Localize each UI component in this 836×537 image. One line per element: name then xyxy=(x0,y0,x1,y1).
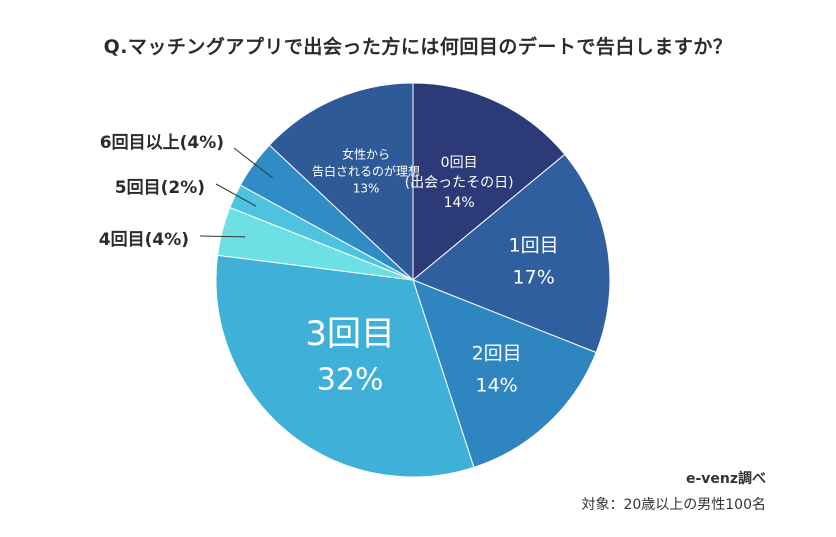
slice-label-1-0: 1回目 xyxy=(509,235,559,257)
chart-title: Q.マッチングアプリで出会った方には何回目のデートで告白しますか？ xyxy=(103,36,733,58)
slice-outside-label-6: 6回目以上(4%) xyxy=(100,133,224,153)
leader-line-4 xyxy=(199,235,246,238)
slice-label-7-0: 女性から xyxy=(342,147,390,162)
slice-label-0-1: (出会ったその日) xyxy=(405,175,514,191)
survey-target-note: 対象：20歳以上の男性100名 xyxy=(581,497,766,513)
source-credit: e-venz調べ xyxy=(685,471,766,487)
leader-line-6 xyxy=(233,147,274,179)
slice-label-0-0: 0回目 xyxy=(441,155,478,171)
slice-label-3-0: 3回目 xyxy=(305,314,395,354)
slice-pct-label-7: 13% xyxy=(353,182,380,196)
slice-pct-label-3: 32% xyxy=(317,362,384,397)
pie-slice-1 xyxy=(412,153,611,354)
slice-labels: 0回目 (出会ったその日) 14% 1回目 17% 2回目 14% 3回目 32% 4回目(4%)… xyxy=(99,133,559,397)
slice-label-2-0: 2回目 xyxy=(472,343,522,365)
pie-slice-3 xyxy=(215,254,475,478)
pie-slice-0 xyxy=(412,82,566,282)
pie-slice-7 xyxy=(268,82,414,282)
slice-pct-label-1: 17% xyxy=(513,267,555,289)
slice-pct-label-2: 14% xyxy=(475,375,517,397)
leader-line-5 xyxy=(215,183,257,207)
slice-label-7-1: 告白されるのが理想 xyxy=(312,164,420,179)
slice-pct-label-0: 14% xyxy=(444,195,475,211)
leader-lines xyxy=(199,147,274,238)
slice-outside-label-5: 5回目(2%) xyxy=(115,178,205,198)
slice-outside-label-4: 4回目(4%) xyxy=(99,230,189,250)
pie-slices xyxy=(215,82,611,478)
